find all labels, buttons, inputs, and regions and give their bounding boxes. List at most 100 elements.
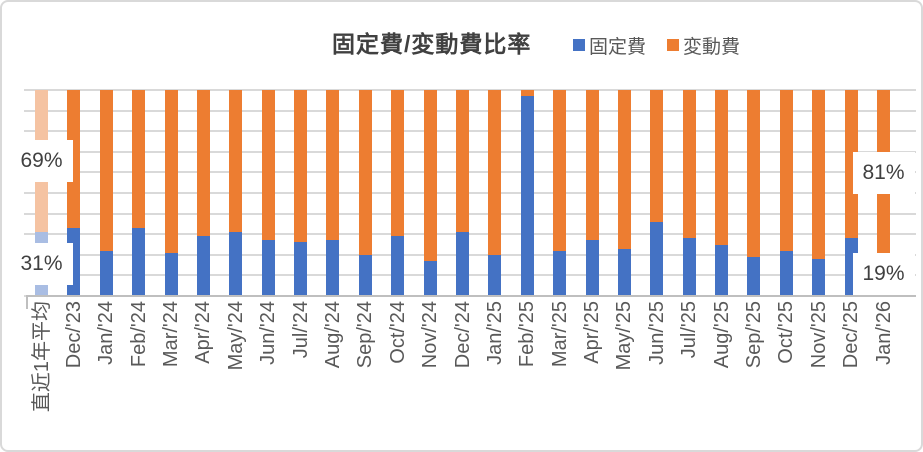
x-axis-label-text: Jun/'25 (645, 301, 668, 365)
fixed-cost-segment[interactable] (747, 256, 761, 296)
x-axis-label: Mar/'24 (160, 301, 182, 367)
y-axis-tick (24, 130, 32, 133)
variable-cost-segment[interactable] (715, 90, 729, 245)
variable-cost-segment[interactable] (650, 90, 664, 222)
variable-cost-segment[interactable] (553, 90, 567, 251)
fixed-cost-segment[interactable] (196, 236, 210, 296)
variable-cost-segment[interactable] (99, 90, 113, 251)
x-axis-label: May/'24 (225, 301, 247, 370)
x-axis-label-text: Dec/'24 (451, 301, 474, 369)
fixed-cost-segment[interactable] (261, 240, 275, 296)
x-axis-label: Jun/'24 (257, 301, 279, 365)
variable-cost-segment[interactable] (520, 90, 534, 97)
x-axis-label-text: Jan/'25 (483, 301, 506, 365)
fixed-cost-segment[interactable] (423, 260, 437, 296)
fixed-cost-segment[interactable] (358, 254, 372, 296)
fixed-cost-segment[interactable] (812, 258, 826, 296)
x-axis-label: Feb/'24 (128, 301, 150, 367)
legend-label-variable-cost: 変動費 (683, 36, 741, 58)
variable-cost-segment[interactable] (326, 90, 340, 241)
x-axis-label: Aug/'25 (711, 301, 733, 368)
x-axis-label: Jan/'26 (873, 301, 895, 365)
x-axis-label-text: Feb/'25 (516, 301, 539, 368)
variable-cost-segment[interactable] (164, 90, 178, 253)
variable-cost-segment[interactable] (747, 90, 761, 257)
fixed-cost-segment[interactable] (391, 236, 405, 296)
x-axis-label: Oct/'24 (387, 301, 409, 364)
x-axis-label-text: Dec/'25 (840, 301, 863, 369)
x-axis-label: Nov/'25 (808, 301, 830, 368)
fixed-cost-segment[interactable] (164, 252, 178, 296)
x-axis-label: Apr/'24 (192, 301, 214, 364)
x-axis-label-text: Nov/'24 (419, 301, 442, 369)
variable-cost-segment[interactable] (779, 90, 793, 251)
fixed-cost-segment[interactable] (585, 240, 599, 296)
variable-cost-segment[interactable] (682, 90, 696, 239)
variable-cost-segment[interactable] (132, 90, 146, 229)
gridline (32, 274, 916, 277)
fixed-cost-segment[interactable] (99, 250, 113, 296)
x-axis-label-text: May/'25 (613, 301, 636, 371)
y-axis-tick (24, 89, 32, 91)
fixed-cost-segment[interactable] (650, 221, 664, 296)
variable-cost-segment[interactable] (812, 90, 826, 259)
x-axis-label-text: Apr/'24 (192, 301, 215, 364)
variable-cost-segment[interactable] (358, 90, 372, 255)
fixed-cost-segment[interactable] (715, 244, 729, 296)
x-axis-label: Dec/'25 (840, 301, 862, 368)
fixed-cost-segment[interactable] (229, 232, 243, 296)
x-axis-label: Nov/'24 (419, 301, 441, 368)
y-axis-tick (24, 212, 32, 215)
variable-cost-segment[interactable] (488, 90, 502, 255)
chart-title: 固定費/変動費比率 (332, 31, 532, 57)
fixed-cost-segment[interactable] (682, 238, 696, 296)
x-axis-label-text: Aug/'24 (321, 301, 344, 369)
variable-cost-segment[interactable] (456, 90, 469, 233)
variable-cost-segment[interactable] (844, 90, 858, 239)
x-axis-label: May/'25 (613, 301, 635, 370)
fixed-cost-segment[interactable] (779, 250, 793, 296)
y-axis-tick (24, 192, 32, 194)
x-axis-label-text: Nov/'25 (807, 301, 830, 369)
x-axis-label: Jul/'24 (290, 301, 312, 358)
gridline (32, 192, 916, 194)
fixed-cost-segment[interactable] (456, 232, 469, 296)
fixed-cost-segment[interactable] (326, 240, 340, 296)
x-axis-label: Dec/'23 (63, 301, 85, 368)
variable-cost-segment[interactable] (294, 90, 308, 243)
x-axis-label: 直近1年平均 (31, 301, 53, 412)
x-axis-label: Feb/'25 (516, 301, 538, 367)
variable-cost-segment[interactable] (67, 90, 81, 229)
variable-cost-segment[interactable] (391, 90, 405, 237)
x-axis-label: Jan/'24 (95, 301, 117, 365)
fixed-cost-segment[interactable] (488, 254, 502, 296)
x-axis-label-text: Jan/'24 (95, 301, 118, 365)
fixed-cost-segment[interactable] (132, 228, 146, 296)
variable-cost-segment[interactable] (196, 90, 210, 237)
y-axis-tick (24, 109, 32, 112)
x-axis-label-text: Dec/'23 (62, 301, 85, 369)
gridline (32, 253, 916, 256)
fixed-cost-segment[interactable] (294, 242, 308, 296)
x-axis-label-text: Jul/'24 (289, 301, 312, 359)
legend-label-fixed-cost: 固定費 (589, 36, 647, 58)
fixed-cost-segment[interactable] (553, 250, 567, 296)
x-axis-label-text: Oct/'24 (386, 301, 409, 364)
fixed-cost-segment[interactable] (617, 248, 631, 296)
fixed-cost-segment[interactable] (520, 96, 534, 296)
legend-item-variable-cost[interactable]: 変動費 (667, 35, 740, 58)
x-axis-label-text: Jul/'25 (678, 301, 701, 359)
variable-cost-segment[interactable] (229, 90, 243, 233)
x-axis-label-text: Jan/'26 (872, 301, 895, 365)
x-axis-label-text: Mar/'25 (548, 301, 571, 368)
legend-item-fixed-cost[interactable]: 固定費 (573, 35, 646, 58)
variable-cost-segment[interactable] (261, 90, 275, 241)
data-label-19pct: 19% (852, 253, 915, 295)
variable-cost-segment[interactable] (423, 90, 437, 261)
variable-cost-segment[interactable] (617, 90, 631, 249)
variable-cost-segment[interactable] (585, 90, 599, 241)
x-axis-label: Sep/'24 (354, 301, 376, 368)
data-label-31pct: 31% (10, 243, 73, 286)
